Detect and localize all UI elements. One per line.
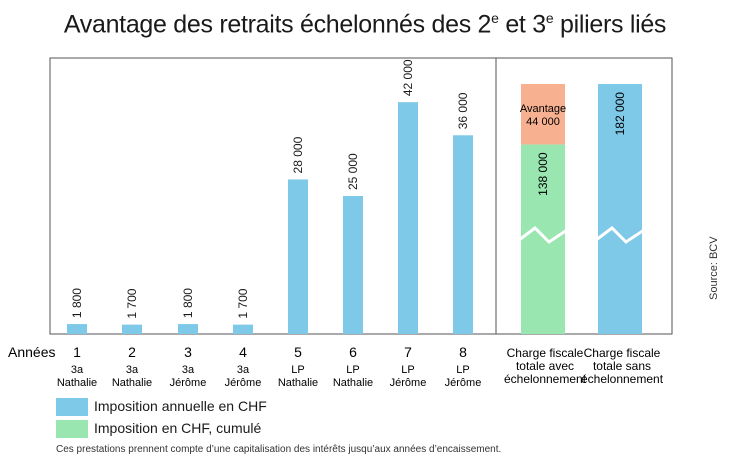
axis-break — [518, 226, 568, 244]
x-tick-type: LP — [456, 364, 469, 376]
bar-year-5 — [288, 179, 308, 334]
footnote: Ces prestations prennent compte d’une ca… — [56, 444, 502, 455]
x-tick-year: 2 — [128, 344, 136, 360]
bar-value-label: 36 000 — [456, 92, 470, 129]
total-category-label: Charge fiscale — [584, 346, 661, 360]
x-tick-year: 3 — [184, 344, 192, 360]
x-tick-year: 8 — [459, 344, 467, 360]
row-label-years: Années — [8, 344, 55, 360]
x-tick-person: Nathalie — [278, 377, 318, 389]
x-tick-type: 3a — [126, 364, 139, 376]
total-category-label: totale sans — [593, 359, 651, 373]
bar-value-label: 1 700 — [125, 288, 139, 318]
x-tick-person: Nathalie — [57, 377, 97, 389]
x-tick-year: 1 — [73, 344, 81, 360]
total-category-label: échelonnement — [581, 372, 664, 386]
total-value-label: 138 000 — [536, 152, 550, 196]
bar-advantage — [521, 84, 565, 145]
total-category-label: totale avec — [516, 359, 574, 373]
legend-swatch-annual — [56, 398, 88, 416]
legend-swatch-cumulative — [56, 420, 88, 438]
bar-value-label: 42 000 — [401, 59, 415, 96]
axis-break — [595, 226, 645, 244]
x-tick-type: LP — [346, 364, 359, 376]
x-tick-type: 3a — [71, 364, 84, 376]
x-tick-year: 5 — [294, 344, 302, 360]
bar-year-4 — [233, 324, 253, 334]
x-tick-year: 7 — [404, 344, 412, 360]
source-label: Source: BCV — [708, 236, 720, 300]
x-tick-person: Jérôme — [225, 377, 262, 389]
bar-year-2 — [122, 324, 142, 334]
total-value-label: 182 000 — [613, 92, 627, 136]
bar-total-without — [598, 84, 642, 334]
x-tick-year: 4 — [239, 344, 247, 360]
bar-year-8 — [453, 135, 473, 334]
advantage-label: Avantage — [520, 103, 566, 115]
bar-year-7 — [398, 102, 418, 334]
advantage-value: 44 000 — [526, 116, 560, 128]
x-tick-type: 3a — [237, 364, 250, 376]
x-tick-type: LP — [401, 364, 414, 376]
bar-value-label: 1 800 — [70, 288, 84, 318]
total-category-label: Charge fiscale — [507, 346, 584, 360]
x-tick-person: Jérôme — [390, 377, 427, 389]
x-tick-type: 3a — [182, 364, 195, 376]
legend-label-annual: Imposition annuelle en CHF — [94, 398, 267, 414]
x-tick-person: Jérôme — [170, 377, 207, 389]
bar-year-6 — [343, 196, 363, 334]
legend-label-cumulative: Imposition en CHF, cumulé — [94, 420, 262, 436]
x-tick-person: Jérôme — [445, 377, 482, 389]
x-tick-person: Nathalie — [112, 377, 152, 389]
chart-title: Avantage des retraits échelonnés des 2e … — [63, 10, 667, 39]
bar-year-1 — [67, 324, 87, 334]
bar-value-label: 28 000 — [291, 136, 305, 173]
bar-value-label: 25 000 — [346, 153, 360, 190]
bar-year-3 — [178, 324, 198, 334]
x-tick-year: 6 — [349, 344, 357, 360]
bar-value-label: 1 800 — [181, 288, 195, 318]
bar-value-label: 1 700 — [236, 288, 250, 318]
bar-total-with — [521, 144, 565, 334]
x-tick-type: LP — [291, 364, 304, 376]
x-tick-person: Nathalie — [333, 377, 373, 389]
total-category-label: échelonnement — [504, 372, 587, 386]
